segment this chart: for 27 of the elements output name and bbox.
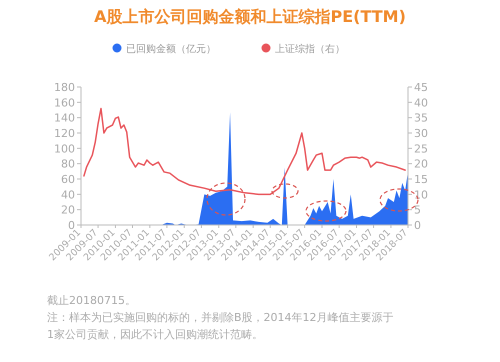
y2-tick-label: 30 [414, 127, 428, 140]
y2-tick-label: 35 [414, 112, 428, 125]
y-tick-label: 40 [61, 188, 75, 202]
y2-tick-label: 10 [414, 188, 428, 202]
legend-label: 上证综指（右） [275, 43, 345, 55]
y2-tick-label: 15 [414, 173, 428, 186]
line-series [83, 108, 406, 196]
y-tick-label: 80 [61, 158, 75, 171]
y2-tick-label: 25 [414, 142, 428, 156]
text: 1家公司贡献，因此不计入回购潮统计范畴。 [47, 328, 263, 341]
y2-tick-label: 20 [414, 158, 428, 171]
y-tick-label: 180 [54, 81, 75, 94]
y-tick-label: 140 [54, 112, 75, 125]
text: 截止20180715。 [47, 294, 136, 307]
y2-tick-label: 40 [414, 96, 428, 110]
y-tick-label: 160 [54, 96, 75, 110]
y-tick-label: 60 [61, 173, 75, 186]
text: 注：样本为已实施回购的标的，并剔除B股，2014年12月峰值主要源于 [47, 311, 394, 324]
legend-label: 已回购金额（亿元） [126, 43, 216, 55]
y2-tick-label: 0 [414, 219, 421, 232]
y-tick-label: 20 [61, 204, 75, 217]
y-tick-label: 120 [54, 127, 75, 140]
y2-tick-label: 5 [414, 204, 421, 217]
chart-title: A股上市公司回购金额和上证综指PE(TTM) [94, 7, 406, 26]
y-tick-label: 100 [54, 142, 75, 156]
y-tick-label: 0 [68, 219, 75, 232]
y2-tick-label: 45 [414, 81, 428, 94]
